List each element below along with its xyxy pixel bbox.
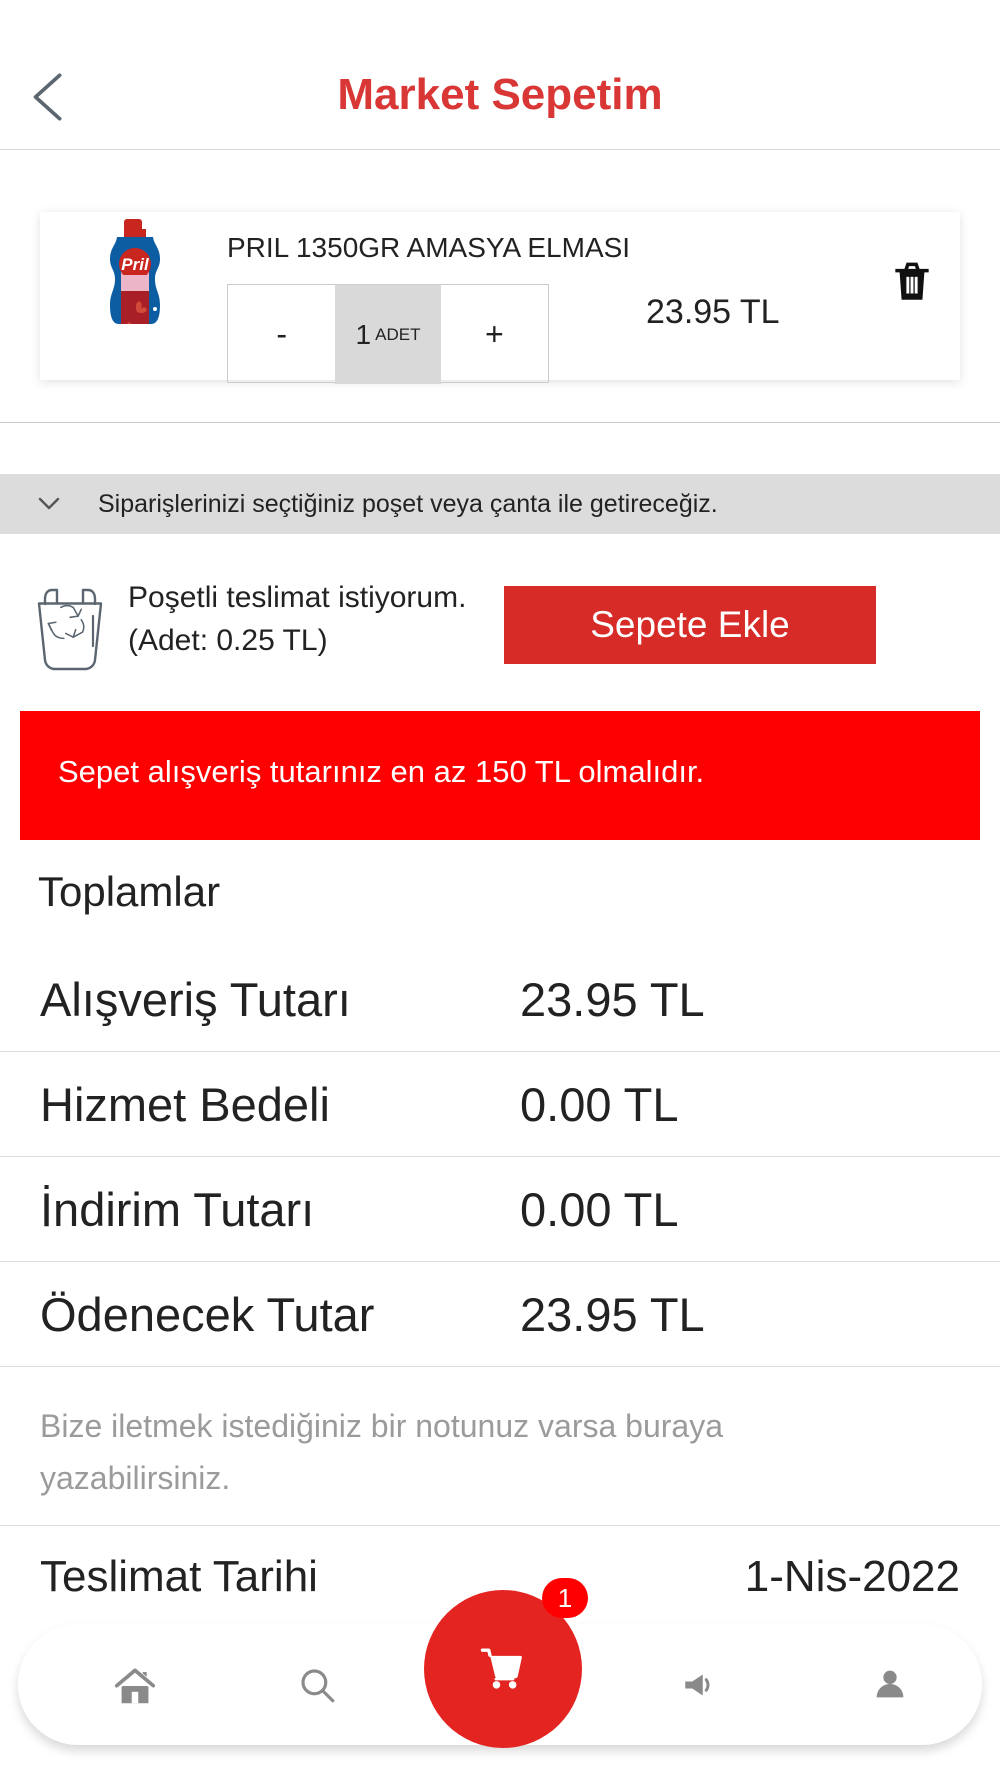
svg-text:Pril: Pril bbox=[121, 255, 150, 274]
